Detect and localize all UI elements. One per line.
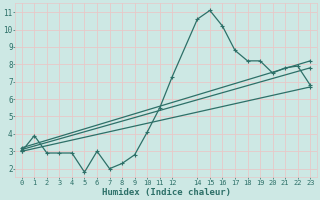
X-axis label: Humidex (Indice chaleur): Humidex (Indice chaleur) (101, 188, 230, 197)
